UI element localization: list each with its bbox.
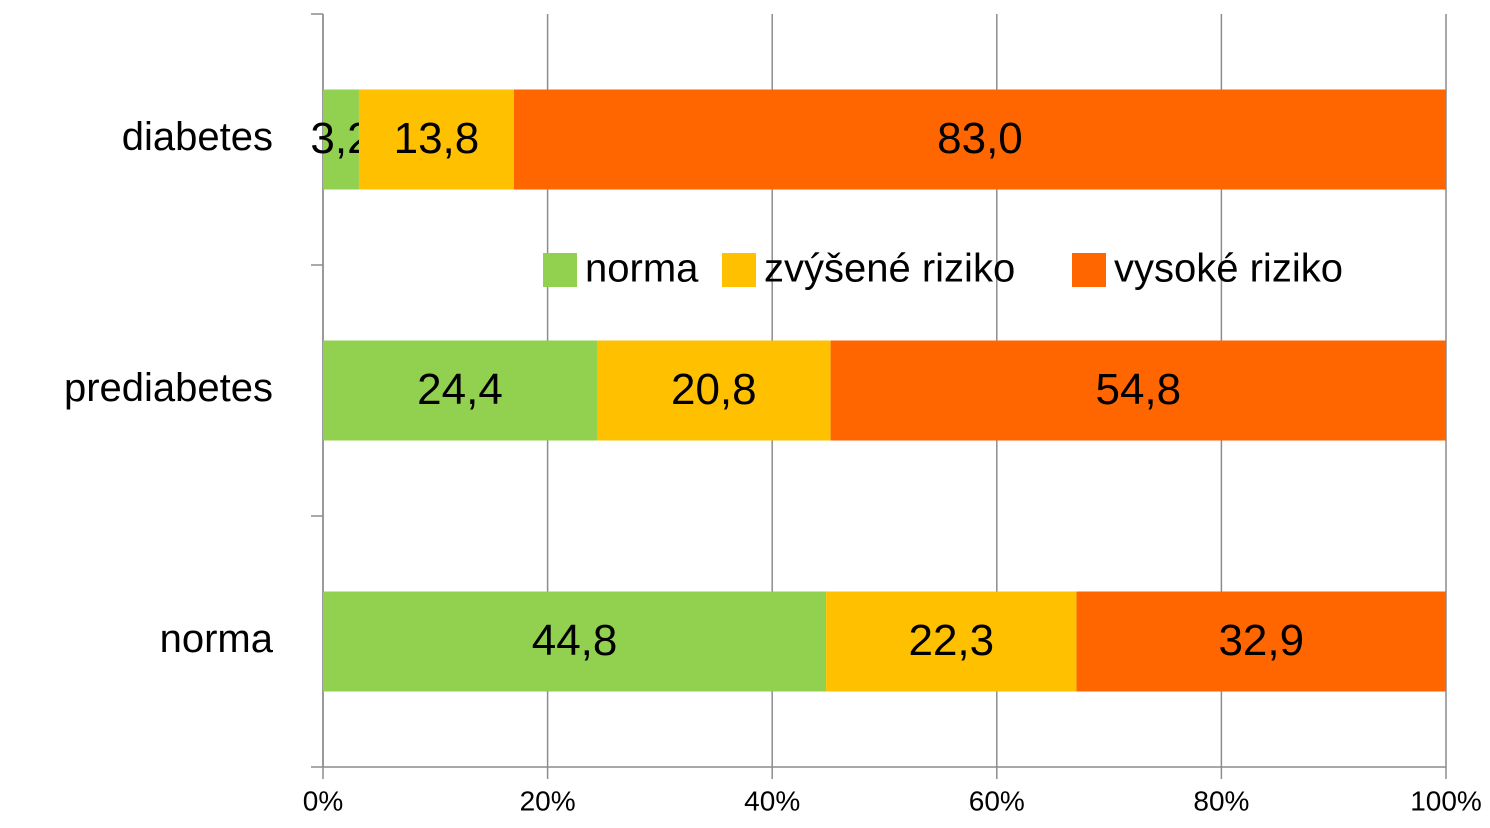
y-tick-label: norma xyxy=(160,617,274,661)
legend-swatch xyxy=(543,253,577,287)
data-label: 44,8 xyxy=(532,616,618,665)
x-tick-label: 100% xyxy=(1410,785,1482,816)
legend-label: vysoké riziko xyxy=(1114,247,1343,291)
data-label: 32,9 xyxy=(1218,616,1304,665)
x-tick-label: 20% xyxy=(520,785,576,816)
legend-label: norma xyxy=(585,247,699,291)
legend-swatch xyxy=(722,253,756,287)
legend-label: zvýšené riziko xyxy=(764,247,1015,291)
x-tick-label: 0% xyxy=(303,785,343,816)
bar-segment xyxy=(323,340,598,441)
bar-segment xyxy=(830,340,1446,441)
x-tick-label: 80% xyxy=(1193,785,1249,816)
data-label: 54,8 xyxy=(1095,365,1181,414)
x-tick-label: 60% xyxy=(969,785,1025,816)
bar-segment xyxy=(323,89,359,190)
x-tick-label: 40% xyxy=(744,785,800,816)
data-label: 83,0 xyxy=(937,114,1023,163)
data-label: 13,8 xyxy=(394,114,480,163)
data-label: 24,4 xyxy=(417,365,503,414)
data-label: 22,3 xyxy=(908,616,994,665)
y-tick-label: prediabetes xyxy=(64,366,273,410)
data-label: 20,8 xyxy=(671,365,757,414)
bar-segment xyxy=(513,89,1446,190)
bar-segment xyxy=(358,89,514,190)
y-tick-label: diabetes xyxy=(122,115,273,159)
legend-swatch xyxy=(1072,253,1106,287)
bar-segment xyxy=(1076,591,1446,692)
bar-segment xyxy=(597,340,831,441)
bar-segment xyxy=(826,591,1077,692)
bar-segment xyxy=(323,591,827,692)
